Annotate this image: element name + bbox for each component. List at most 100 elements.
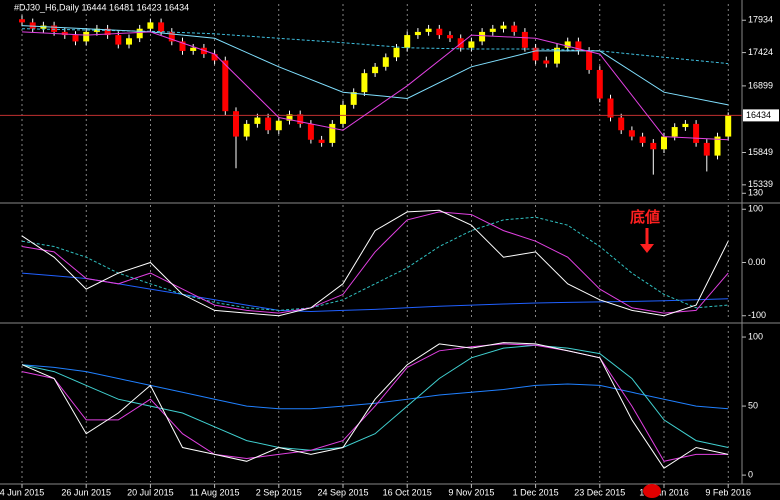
candle-body <box>725 115 732 137</box>
indicator-line <box>21 31 729 141</box>
candle-body <box>115 35 122 45</box>
candle-body <box>671 127 678 137</box>
indicator-line <box>21 342 729 469</box>
x-tick-label: 20 Jul 2015 <box>127 487 174 497</box>
annotation: 底値 <box>630 208 660 226</box>
candle-body <box>40 25 47 29</box>
chart-title: #DJ30_H6,Daily 16444 16481 16423 16434 <box>14 2 189 12</box>
candle-body <box>639 136 646 143</box>
indicator-line <box>21 344 729 451</box>
candle-body <box>126 38 132 45</box>
candle-body <box>703 142 710 156</box>
indicator-line <box>21 343 729 462</box>
candle-body <box>200 47 207 55</box>
x-tick-label: 26 Jun 2015 <box>61 487 111 497</box>
candle-body <box>350 92 357 105</box>
candle-body <box>190 47 197 51</box>
candle-body <box>340 104 346 124</box>
candle-body <box>575 41 582 51</box>
y-tick-label: 0.00 <box>748 257 766 267</box>
candle-body <box>714 136 721 156</box>
candle-body <box>693 123 700 143</box>
candle-body <box>414 31 421 36</box>
candle-body <box>222 60 229 112</box>
y-tick-label: 16899 <box>748 80 773 90</box>
y-tick-label: 100 <box>748 204 763 214</box>
candle-body <box>468 41 475 48</box>
candle-body <box>618 117 625 131</box>
candle-body <box>329 123 336 143</box>
candle-body <box>393 47 400 58</box>
candle-body <box>265 117 272 131</box>
candle-body <box>61 31 68 36</box>
candle-body <box>372 66 379 74</box>
marks: 17934 17424 16899 15849 15339 16434 130 100 0.00… <box>0 4 779 497</box>
candle-body <box>436 28 443 36</box>
candle-body <box>532 47 539 61</box>
price-label-box <box>743 109 779 122</box>
y-tick-label: 15339 <box>748 179 773 189</box>
indicator-line <box>21 216 729 311</box>
candle-body <box>404 35 411 48</box>
candle-body <box>479 31 486 42</box>
candle-body <box>147 22 154 29</box>
x-tick-label: 14 Jan 2016 <box>639 487 689 497</box>
candle-body <box>19 19 25 23</box>
x-tick-label: 1 Dec 2015 <box>513 487 559 497</box>
candle-body <box>286 114 293 121</box>
candle-body <box>425 28 432 32</box>
candle-body <box>361 73 368 93</box>
candle-body <box>297 114 304 124</box>
candle-body <box>307 123 314 140</box>
candle-body <box>682 123 689 128</box>
candle-body <box>543 60 550 64</box>
y-tick-label: -100 <box>748 310 766 320</box>
candle-body <box>447 35 453 39</box>
candle-body <box>382 57 389 67</box>
x-tick-label: 23 Dec 2015 <box>574 487 625 497</box>
candle-body <box>661 136 667 150</box>
candle-body <box>179 41 186 51</box>
indicator-line <box>21 211 729 314</box>
price-label: 16434 <box>746 110 771 120</box>
candle-body <box>72 35 79 42</box>
candle-body <box>254 117 261 124</box>
candle-body <box>168 31 175 42</box>
x-tick-label: 24 Sep 2015 <box>317 487 368 497</box>
x-tick-label: 9 Nov 2015 <box>448 487 494 497</box>
indicator-line <box>21 272 729 313</box>
candle-body <box>554 47 560 64</box>
indicator-line <box>21 364 729 410</box>
x-tick-label: 9 Feb 2016 <box>705 487 751 497</box>
candle-body <box>233 111 239 137</box>
candle-body <box>564 41 571 48</box>
y-tick-label: 100 <box>748 331 763 341</box>
candle-body <box>51 25 58 32</box>
y-tick-label: 50 <box>748 400 758 410</box>
y-tick-label: 0 <box>748 469 753 479</box>
indicator-line <box>21 209 729 317</box>
candle-body <box>275 120 282 131</box>
annotation-arrow-head <box>640 244 654 253</box>
y-tick-label: 15849 <box>748 147 773 157</box>
candle-body <box>650 142 657 150</box>
candle-body <box>586 50 593 70</box>
x-tick-label: 4 Jun 2015 <box>0 487 44 497</box>
highlight-circle <box>643 484 661 498</box>
candle-body <box>607 98 614 118</box>
candle-body <box>93 28 100 32</box>
y-tick-label: 17424 <box>748 47 773 57</box>
candle-body <box>628 130 635 137</box>
candle-body <box>511 25 518 32</box>
candle-body <box>489 28 496 32</box>
x-tick-label: 16 Oct 2015 <box>383 487 432 497</box>
candle-body <box>596 69 603 99</box>
candle-body <box>136 28 143 39</box>
x-tick-label: 2 Sep 2015 <box>256 487 302 497</box>
x-tick-label: 11 Aug 2015 <box>190 487 240 497</box>
candle-body <box>29 22 36 29</box>
candle-body <box>243 123 250 137</box>
candle-body <box>500 25 507 29</box>
